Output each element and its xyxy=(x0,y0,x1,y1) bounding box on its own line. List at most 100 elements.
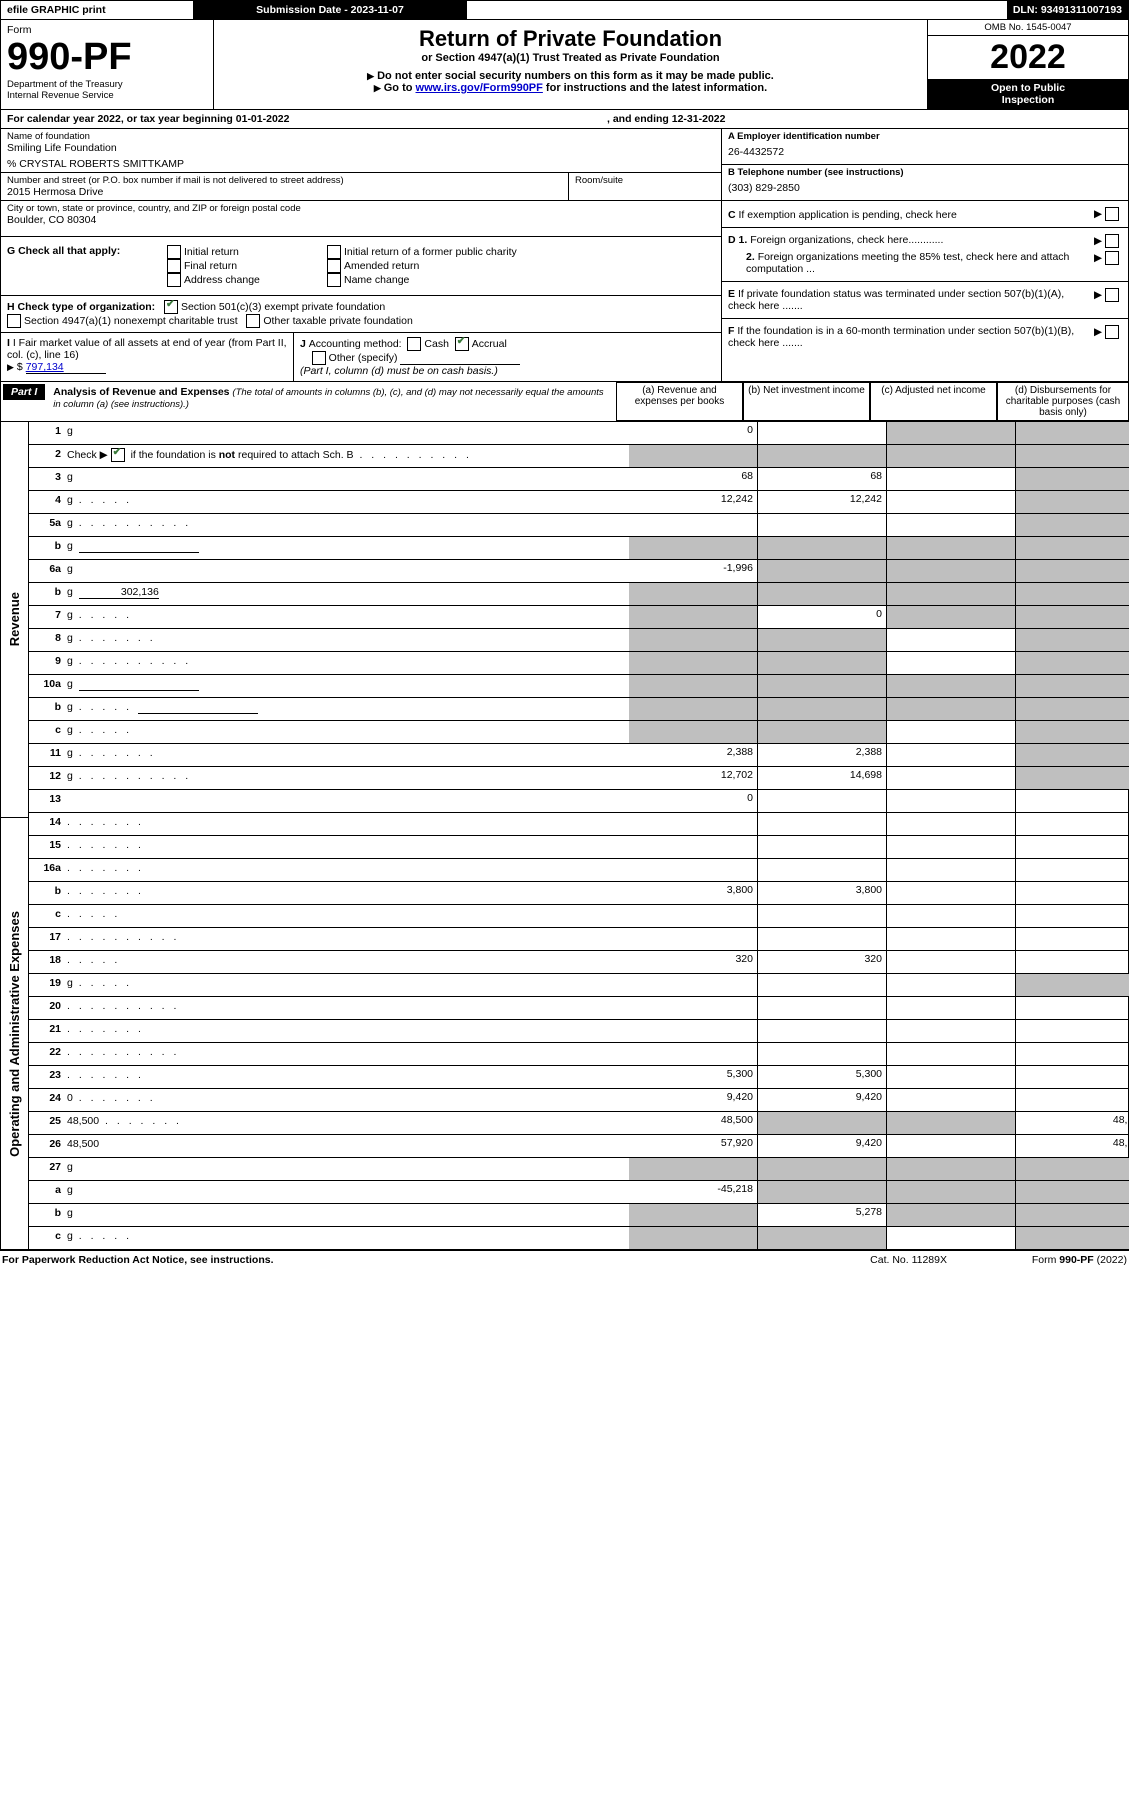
table-row: 27g xyxy=(29,1158,1129,1181)
line-desc: g xyxy=(67,609,625,625)
line-desc xyxy=(67,793,625,809)
g-initial-cb[interactable] xyxy=(167,245,181,259)
cell-a xyxy=(629,537,758,560)
cell-c xyxy=(887,836,1016,859)
cell-a xyxy=(629,836,758,859)
line-desc: Check ▶ if the foundation is not require… xyxy=(67,448,625,464)
col-d: (d) Disbursements for charitable purpose… xyxy=(997,382,1128,421)
h-4947-cb[interactable] xyxy=(7,314,21,328)
cell-c xyxy=(887,514,1016,537)
footer-left: For Paperwork Reduction Act Notice, see … xyxy=(2,1254,870,1266)
d2-cb[interactable] xyxy=(1105,251,1119,265)
cell-b xyxy=(758,1020,887,1043)
col-c: (c) Adjusted net income xyxy=(870,382,997,421)
line-number: 13 xyxy=(33,793,67,809)
table-row: b3,8003,800 xyxy=(29,882,1129,905)
j-other-cb[interactable] xyxy=(312,351,326,365)
line-number: 2 xyxy=(33,448,67,464)
cell-b xyxy=(758,1227,887,1250)
cell-a xyxy=(629,583,758,606)
table-row: bg5,278 xyxy=(29,1204,1129,1227)
cell-c xyxy=(887,1181,1016,1204)
cell-d xyxy=(1016,974,1129,997)
line-number: 10a xyxy=(33,678,67,694)
table-row: 22 xyxy=(29,1043,1129,1066)
cell-d xyxy=(1016,744,1129,767)
table-row: bg xyxy=(29,537,1129,560)
open2: Inspection xyxy=(1002,94,1055,106)
table-row: 17 xyxy=(29,928,1129,951)
open1: Open to Public xyxy=(991,82,1065,94)
g-initial-public-cb[interactable] xyxy=(327,245,341,259)
table-row: 16a xyxy=(29,859,1129,882)
city-label: City or town, state or province, country… xyxy=(7,203,715,214)
g-initial: Initial return xyxy=(184,246,239,258)
cell-a xyxy=(629,1020,758,1043)
line-number: 6a xyxy=(33,563,67,579)
e-label: If private foundation status was termina… xyxy=(728,288,1064,312)
cell-b: 2,388 xyxy=(758,744,887,767)
cell-b: 3,800 xyxy=(758,882,887,905)
cell-b xyxy=(758,560,887,583)
efile-label: efile GRAPHIC print xyxy=(1,1,194,19)
table-row: 18320320 xyxy=(29,951,1129,974)
cell-d xyxy=(1016,813,1129,836)
cell-a: 12,242 xyxy=(629,491,758,514)
g-final-cb[interactable] xyxy=(167,259,181,273)
i-value[interactable]: 797,134 xyxy=(26,361,106,374)
instructions-link[interactable]: www.irs.gov/Form990PF xyxy=(416,82,543,94)
cell-b: 14,698 xyxy=(758,767,887,790)
cell-b: 9,420 xyxy=(758,1089,887,1112)
line-desc: g xyxy=(67,977,625,993)
care-of: % CRYSTAL ROBERTS SMITTKAMP xyxy=(7,158,715,170)
table-row: 235,3005,300 xyxy=(29,1066,1129,1089)
line-number: c xyxy=(33,1230,67,1246)
cell-d xyxy=(1016,491,1129,514)
room-label: Room/suite xyxy=(575,175,715,186)
f-cb[interactable] xyxy=(1105,325,1119,339)
cell-a xyxy=(629,675,758,698)
line-desc: g xyxy=(67,1161,625,1177)
cell-d xyxy=(1016,1043,1129,1066)
cell-c xyxy=(887,1020,1016,1043)
cell-d xyxy=(1016,721,1129,744)
cell-d xyxy=(1016,997,1129,1020)
line-desc: g xyxy=(67,770,625,786)
cell-a xyxy=(629,629,758,652)
c-cb[interactable] xyxy=(1105,207,1119,221)
j-other: Other (specify) xyxy=(329,352,398,364)
table-row: 4g12,24212,242 xyxy=(29,491,1129,514)
cell-d xyxy=(1016,468,1129,491)
j-accrual-cb[interactable] xyxy=(455,337,469,351)
cell-d xyxy=(1016,882,1129,905)
schB-cb[interactable] xyxy=(111,448,125,462)
e-cb[interactable] xyxy=(1105,288,1119,302)
d1-cb[interactable] xyxy=(1105,234,1119,248)
form-word: Form xyxy=(7,24,207,36)
cell-b xyxy=(758,514,887,537)
j-label: Accounting method: xyxy=(309,338,402,350)
cell-d xyxy=(1016,905,1129,928)
h-other-cb[interactable] xyxy=(246,314,260,328)
submission-date: Submission Date - 2023-11-07 xyxy=(194,1,467,19)
line-desc xyxy=(67,1000,625,1016)
cell-a: 0 xyxy=(629,790,758,813)
h-501c3: Section 501(c)(3) exempt private foundat… xyxy=(181,301,385,313)
i-label: I Fair market value of all assets at end… xyxy=(7,337,287,361)
cell-a xyxy=(629,997,758,1020)
j-cash-cb[interactable] xyxy=(407,337,421,351)
line-number: 15 xyxy=(33,839,67,855)
line-number: 24 xyxy=(33,1092,67,1108)
cell-d xyxy=(1016,606,1129,629)
table-row: 3g6868 xyxy=(29,468,1129,491)
cell-b: 12,242 xyxy=(758,491,887,514)
footer-mid: Cat. No. 11289X xyxy=(870,1254,947,1266)
g-amended-cb[interactable] xyxy=(327,259,341,273)
g-addr-cb[interactable] xyxy=(167,273,181,287)
g-name: Name change xyxy=(344,274,409,286)
h-501c3-cb[interactable] xyxy=(164,300,178,314)
cell-d: 48,500 xyxy=(1016,1135,1129,1158)
cell-d xyxy=(1016,790,1129,813)
g-name-cb[interactable] xyxy=(327,273,341,287)
line-desc xyxy=(67,1046,625,1062)
